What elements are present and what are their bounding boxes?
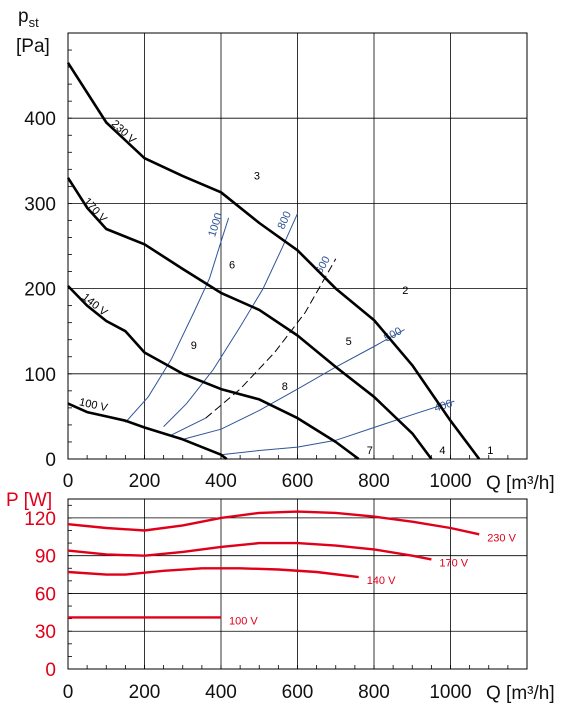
y-axis-label: P [W] [6, 490, 52, 511]
operating-point-label: 5 [346, 336, 352, 348]
power-curve-label: 140 V [367, 575, 396, 587]
x-tick-label: 200 [129, 682, 161, 703]
power-curve-label: 100 V [229, 615, 258, 627]
x-tick-label: 400 [205, 471, 237, 492]
y-tick-label: 30 [35, 622, 56, 643]
x-tick-label: 1000 [429, 471, 471, 492]
system-curve-500 [182, 329, 405, 440]
power-curve-140V [67, 567, 359, 579]
y-tick-label: 90 [35, 547, 56, 568]
x-tick-label: 0 [63, 471, 74, 492]
x-tick-label: 400 [205, 682, 237, 703]
x-tick-label: 600 [282, 682, 314, 703]
x-tick-label: 600 [282, 471, 314, 492]
system-curve-1000 [125, 217, 230, 423]
y-tick-label: 400 [24, 109, 56, 130]
y-tick-label: 0 [45, 660, 56, 681]
x-axis-label: Q [m³/h] [486, 683, 555, 704]
y-tick-label: 120 [24, 509, 56, 530]
system-curve-600-dashed [205, 258, 337, 419]
operating-point-label: 1 [487, 445, 493, 457]
system-curve-800 [163, 213, 298, 427]
system-curve-600 [171, 417, 206, 436]
operating-point-label: 4 [439, 445, 445, 457]
system-curve-400 [220, 400, 455, 456]
y-tick-label: 0 [45, 450, 56, 471]
x-tick-label: 800 [358, 471, 390, 492]
y-tick-label: 200 [24, 280, 56, 301]
y-tick-label: 60 [35, 584, 56, 605]
power-curve-label: 170 V [439, 557, 468, 569]
power-curve-170V [67, 541, 432, 561]
x-tick-label: 800 [358, 682, 390, 703]
operating-point-label: 9 [191, 340, 197, 352]
x-tick-label: 200 [129, 471, 161, 492]
operating-point-label: 2 [402, 285, 408, 297]
power-curve-230V [67, 510, 480, 536]
operating-point-label: 7 [367, 445, 373, 457]
fan-curve-170V [66, 177, 433, 460]
static-pressure-chart: 0 200 400 600 800 1000 0 100 200 300 400 pst [Pa] Q [… [16, 6, 555, 494]
y-axis-label: pst [18, 6, 39, 30]
y-axis-unit: [Pa] [16, 36, 50, 57]
operating-point-label: 3 [254, 171, 260, 183]
operating-point-label: 6 [229, 259, 235, 271]
x-tick-label: 1000 [429, 682, 471, 703]
y-tick-label: 300 [24, 194, 56, 215]
x-axis-label: Q [m³/h] [486, 473, 555, 494]
fan-curve-230V [66, 62, 481, 460]
operating-point-label: 8 [282, 381, 288, 393]
power-curve-label: 230 V [487, 532, 516, 544]
fan-curve-100V [67, 402, 228, 461]
x-tick-label: 0 [63, 682, 74, 703]
y-tick-label: 100 [24, 365, 56, 386]
fan-curve-140V [67, 285, 360, 461]
